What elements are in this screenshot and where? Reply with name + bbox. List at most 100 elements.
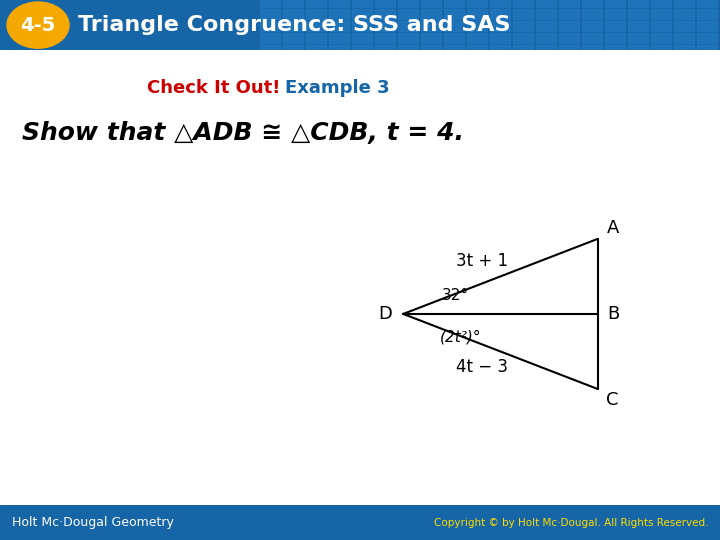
Text: Show that △ADB ≅ △CDB, t = 4.: Show that △ADB ≅ △CDB, t = 4. <box>22 121 464 145</box>
Bar <box>513 9 533 19</box>
Text: Check It Out!: Check It Out! <box>147 79 280 97</box>
Bar <box>283 33 303 43</box>
Bar <box>260 45 280 55</box>
Bar <box>605 33 625 43</box>
Bar <box>559 45 579 55</box>
Text: Holt Mc·Dougal Geometry: Holt Mc·Dougal Geometry <box>12 516 174 529</box>
Bar <box>490 21 510 31</box>
Bar <box>651 45 671 55</box>
Bar <box>559 9 579 19</box>
Text: B: B <box>608 305 620 323</box>
Bar <box>306 9 326 19</box>
Bar <box>651 0 671 7</box>
Bar <box>352 45 372 55</box>
Bar <box>536 9 556 19</box>
Bar <box>674 9 694 19</box>
Bar <box>283 45 303 55</box>
Bar <box>444 9 464 19</box>
Bar <box>697 33 717 43</box>
Bar <box>375 33 395 43</box>
Bar <box>697 0 717 7</box>
Text: C: C <box>606 392 619 409</box>
Bar <box>398 9 418 19</box>
Bar <box>306 21 326 31</box>
Bar <box>375 9 395 19</box>
Bar <box>467 45 487 55</box>
Text: A: A <box>606 219 618 237</box>
Bar <box>536 21 556 31</box>
Bar <box>628 0 648 7</box>
Bar <box>375 21 395 31</box>
Bar <box>306 45 326 55</box>
Bar <box>582 33 602 43</box>
Bar <box>582 45 602 55</box>
Text: D: D <box>378 305 392 323</box>
Bar <box>467 9 487 19</box>
Bar <box>444 33 464 43</box>
Bar <box>260 9 280 19</box>
Text: (2t²)°: (2t²)° <box>439 329 481 344</box>
Text: 3t + 1: 3t + 1 <box>456 252 508 269</box>
Bar <box>306 33 326 43</box>
Bar <box>398 33 418 43</box>
Bar <box>329 9 349 19</box>
Ellipse shape <box>7 2 69 48</box>
Bar <box>605 21 625 31</box>
Bar <box>513 33 533 43</box>
Bar <box>628 45 648 55</box>
Bar <box>421 21 441 31</box>
Bar <box>513 21 533 31</box>
Bar <box>421 33 441 43</box>
Bar <box>329 21 349 31</box>
Bar <box>605 45 625 55</box>
Bar <box>536 45 556 55</box>
Text: Copyright © by Holt Mc·Dougal. All Rights Reserved.: Copyright © by Holt Mc·Dougal. All Right… <box>433 518 708 528</box>
Bar <box>260 0 280 7</box>
Bar <box>398 45 418 55</box>
Bar <box>559 21 579 31</box>
Bar <box>352 33 372 43</box>
Bar <box>490 0 510 7</box>
Bar <box>651 9 671 19</box>
Bar <box>352 0 372 7</box>
Bar <box>697 21 717 31</box>
Bar <box>283 21 303 31</box>
Bar <box>582 0 602 7</box>
Bar <box>306 0 326 7</box>
Bar <box>283 0 303 7</box>
Text: Example 3: Example 3 <box>285 79 390 97</box>
Text: 32°: 32° <box>441 288 469 303</box>
Bar <box>628 33 648 43</box>
Bar <box>283 9 303 19</box>
Bar <box>421 9 441 19</box>
Bar <box>674 0 694 7</box>
Bar <box>697 45 717 55</box>
Bar <box>375 0 395 7</box>
Bar <box>674 21 694 31</box>
Bar <box>444 21 464 31</box>
Bar <box>467 0 487 7</box>
Bar <box>559 0 579 7</box>
Bar <box>329 0 349 7</box>
Bar <box>651 33 671 43</box>
Bar <box>628 21 648 31</box>
Bar <box>559 33 579 43</box>
Text: 4t − 3: 4t − 3 <box>456 359 508 376</box>
Bar <box>260 33 280 43</box>
Bar <box>605 0 625 7</box>
Bar <box>352 21 372 31</box>
Bar <box>605 9 625 19</box>
Bar <box>352 9 372 19</box>
Bar <box>467 21 487 31</box>
Bar <box>329 45 349 55</box>
Bar <box>421 45 441 55</box>
Bar <box>398 0 418 7</box>
Bar <box>490 33 510 43</box>
Bar <box>375 45 395 55</box>
Bar <box>582 9 602 19</box>
Bar <box>329 33 349 43</box>
Bar <box>467 33 487 43</box>
Bar <box>513 0 533 7</box>
Bar <box>674 33 694 43</box>
Bar <box>260 21 280 31</box>
